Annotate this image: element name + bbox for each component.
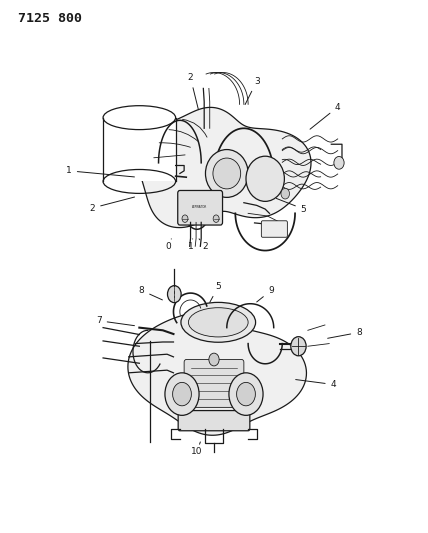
Circle shape: [291, 337, 306, 356]
FancyBboxPatch shape: [184, 360, 244, 407]
Ellipse shape: [188, 308, 248, 337]
FancyBboxPatch shape: [103, 118, 175, 181]
Text: 5: 5: [210, 282, 221, 302]
Text: 9: 9: [257, 286, 274, 302]
FancyBboxPatch shape: [178, 410, 250, 431]
Text: 1: 1: [66, 166, 134, 177]
Circle shape: [165, 373, 199, 415]
Text: 1: 1: [187, 239, 193, 251]
Text: 5: 5: [276, 198, 306, 214]
Text: 0: 0: [165, 239, 171, 251]
Polygon shape: [138, 107, 311, 228]
Circle shape: [229, 373, 263, 415]
Text: 4: 4: [296, 379, 336, 389]
Ellipse shape: [181, 302, 256, 342]
Text: 4: 4: [310, 102, 341, 129]
FancyBboxPatch shape: [178, 190, 223, 225]
Polygon shape: [128, 313, 306, 435]
Circle shape: [237, 382, 256, 406]
Ellipse shape: [205, 150, 248, 197]
Text: 7125 800: 7125 800: [18, 12, 82, 26]
FancyBboxPatch shape: [262, 221, 287, 237]
Text: 10: 10: [191, 442, 203, 456]
Text: 7: 7: [96, 316, 134, 326]
Circle shape: [213, 215, 219, 222]
Circle shape: [281, 188, 289, 199]
Circle shape: [182, 215, 188, 222]
Text: ASPIRATOR: ASPIRATOR: [192, 206, 208, 209]
Text: 8: 8: [139, 286, 162, 300]
Circle shape: [167, 286, 181, 303]
Text: 8: 8: [328, 328, 362, 338]
Text: 2: 2: [89, 197, 134, 213]
Ellipse shape: [213, 158, 241, 189]
Text: 2: 2: [188, 73, 199, 110]
Text: 3: 3: [245, 77, 259, 104]
Circle shape: [209, 353, 219, 366]
Ellipse shape: [246, 156, 284, 201]
Text: 2: 2: [199, 239, 208, 251]
Circle shape: [172, 382, 191, 406]
Circle shape: [334, 157, 344, 169]
